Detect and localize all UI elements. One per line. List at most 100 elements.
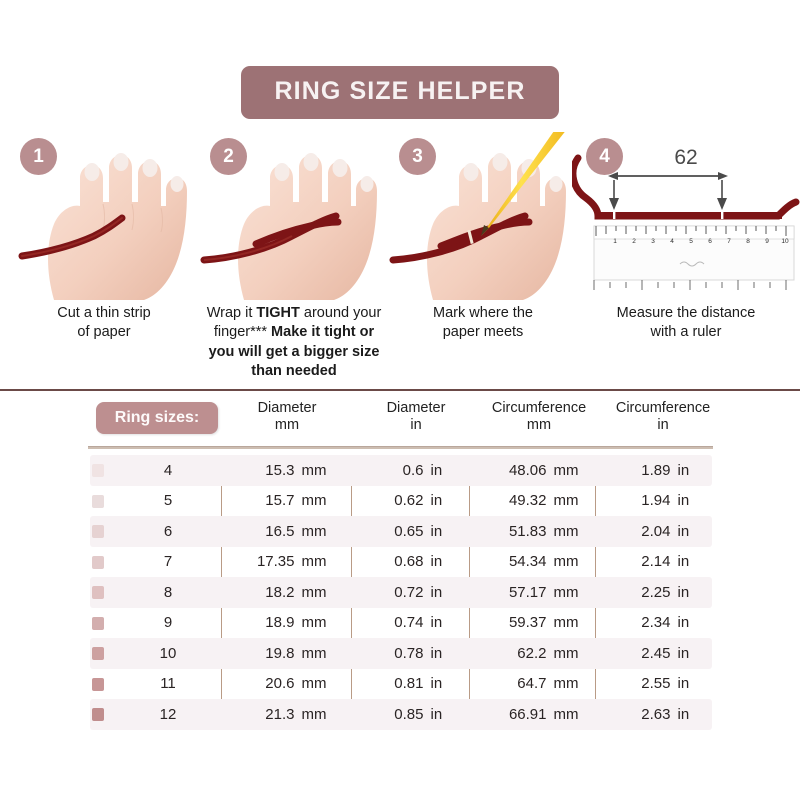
table-row: 8 18.2 mm 0.72 in 57.17 mm 2.25 in [0,577,800,608]
table-top-divider [0,389,800,391]
svg-text:4: 4 [670,238,674,245]
cell-diameter-in: 0.85 in [394,705,443,723]
cell-circumference-mm: 57.17 mm [508,583,579,601]
svg-text:8: 8 [746,238,750,245]
cell-circumference-in: 2.55 in [641,675,690,693]
step-1-caption: Cut a thin strip of paper [57,305,151,341]
row-stripe [90,577,712,608]
ring-sizes-header-pill: Ring sizes: [96,402,218,434]
cell-ring-size: 10 [159,644,177,662]
step-2: 2 [196,132,392,382]
cell-diameter-mm: 15.3 mm [265,461,327,479]
row-color-swatch [92,708,104,721]
step-1: 1 [6,132,202,382]
table-row: 6 16.5 mm 0.65 in 51.83 mm 2.04 in [0,516,800,547]
step-4: 4 62 [572,132,800,382]
step-3-caption: Mark where the paper meets [433,305,533,341]
cell-diameter-in: 0.78 in [394,644,443,662]
column-header-circumference-in: Circumference in [615,400,711,434]
svg-text:9: 9 [765,238,769,245]
cell-circumference-in: 1.89 in [641,461,690,479]
cell-diameter-mm: 19.8 mm [265,644,327,662]
column-header-diameter-in: Diameter in [386,400,446,434]
row-color-swatch [92,616,104,630]
cell-diameter-in: 0.74 in [394,614,443,632]
column-header-diameter-mm: Diameter mm [257,400,317,434]
cell-diameter-in: 0.81 in [394,675,443,693]
row-color-swatch [92,464,104,477]
cell-ring-size: 11 [160,675,176,693]
row-color-swatch [92,647,104,660]
row-color-swatch [92,494,104,508]
cell-circumference-in: 2.63 in [641,705,690,723]
row-stripe [90,699,712,730]
table-row: 10 19.8 mm 0.78 in 62.2 mm 2.45 in [0,638,800,669]
cell-circumference-mm: 62.2 mm [517,644,579,662]
ruler-measuring-strip-icon: 62 [572,132,800,304]
cell-ring-size: 9 [163,614,173,632]
table-row: 9 18.9 mm 0.74 in 59.37 mm 2.34 in [0,608,800,639]
row-stripe [90,455,712,486]
title-banner-wrap: RING SIZE HELPER [0,66,800,119]
cell-ring-size: 7 [163,553,173,571]
hand-with-paper-strip-icon [6,132,202,304]
cell-circumference-in: 2.25 in [641,583,690,601]
cell-diameter-in: 0.6 in [402,461,443,479]
table-header-row: Ring sizes: Diameter mm Diameter in Circ… [0,398,800,446]
table-header-underline [87,446,713,449]
page-title: RING SIZE HELPER [274,77,526,105]
cell-circumference-in: 1.94 in [641,492,690,510]
cell-ring-size: 6 [163,522,173,540]
row-color-swatch [92,555,104,569]
cell-ring-size: 12 [159,705,177,723]
table-row: 4 15.3 mm 0.6 in 48.06 mm 1.89 in [0,455,800,486]
step-number-badge: 3 [399,138,436,175]
table-row: 11 20.6 mm 0.81 in 64.7 mm 2.55 in [0,669,800,700]
svg-text:1: 1 [613,238,617,245]
hand-strip-wrapped-icon [196,132,392,304]
measurement-value: 62 [674,146,697,169]
cell-diameter-mm: 17.35 mm [256,553,327,571]
cell-diameter-mm: 18.9 mm [265,614,327,632]
cell-circumference-in: 2.04 in [641,522,690,540]
cell-diameter-mm: 15.7 mm [265,492,327,510]
row-stripe [90,638,712,669]
table-row: 5 15.7 mm 0.62 in 49.32 mm 1.94 in [0,486,800,517]
cell-circumference-mm: 54.34 mm [508,553,579,571]
step-4-caption: Measure the distance with a ruler [616,305,756,341]
step-3: 3 [385,132,581,382]
cell-circumference-in: 2.34 in [641,614,690,632]
svg-text:7: 7 [727,238,731,245]
cell-diameter-mm: 18.2 mm [265,583,327,601]
table-row: 7 17.35 mm 0.68 in 54.34 mm 2.14 in [0,547,800,578]
cell-circumference-mm: 51.83 mm [508,522,579,540]
title-banner: RING SIZE HELPER [240,66,560,119]
cell-diameter-mm: 21.3 mm [265,705,327,723]
cell-ring-size: 8 [163,583,173,601]
cell-ring-size: 4 [163,461,173,479]
table-row: 12 21.3 mm 0.85 in 66.91 mm 2.63 in [0,699,800,730]
cell-diameter-mm: 20.6 mm [265,675,327,693]
cell-diameter-in: 0.68 in [394,553,443,571]
cell-circumference-mm: 49.32 mm [508,492,579,510]
row-stripe [90,516,712,547]
hand-strip-pencil-mark-icon [385,132,581,304]
svg-text:3: 3 [651,238,655,245]
cell-diameter-in: 0.62 in [394,492,443,510]
column-header-circumference-mm: Circumference mm [491,400,587,434]
svg-text:5: 5 [689,238,693,245]
cell-circumference-mm: 59.37 mm [508,614,579,632]
step-number-badge: 2 [210,138,247,175]
table-body: 4 15.3 mm 0.6 in 48.06 mm 1.89 in 5 15.7 mm 0.62 in 49… [0,455,800,730]
cell-diameter-mm: 16.5 mm [265,522,327,540]
cell-circumference-in: 2.45 in [641,644,690,662]
step-2-caption: Wrap it TIGHT around your finger*** Make … [206,305,382,379]
cell-circumference-mm: 48.06 mm [508,461,579,479]
ring-size-table: Ring sizes: Diameter mm Diameter in Circ… [0,398,800,730]
cell-circumference-in: 2.14 in [641,553,690,571]
cell-diameter-in: 0.72 in [394,583,443,601]
cell-circumference-mm: 66.91 mm [508,705,579,723]
row-color-swatch [92,525,104,538]
svg-text:10: 10 [781,238,789,245]
